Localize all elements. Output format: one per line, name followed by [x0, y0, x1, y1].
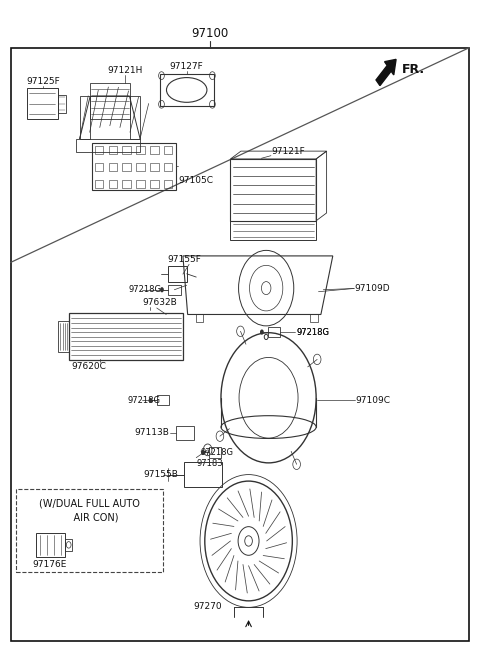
Text: FR.: FR. — [402, 63, 425, 75]
Text: 97218G: 97218G — [127, 396, 160, 405]
Bar — [122, 163, 131, 171]
Text: 97218G: 97218G — [201, 448, 234, 457]
Text: 97183: 97183 — [196, 459, 223, 468]
Bar — [122, 179, 131, 187]
Text: 97155F: 97155F — [168, 255, 202, 265]
Text: 97100: 97100 — [191, 27, 228, 40]
Text: 97218G: 97218G — [128, 285, 161, 294]
Text: 97270: 97270 — [193, 602, 222, 611]
Bar — [136, 179, 145, 187]
Bar — [108, 146, 117, 154]
Circle shape — [260, 329, 264, 335]
Circle shape — [160, 287, 164, 292]
Text: 97105C: 97105C — [178, 176, 213, 185]
Bar — [122, 146, 131, 154]
Bar — [136, 163, 145, 171]
Bar — [164, 146, 172, 154]
Bar — [95, 146, 103, 154]
Text: 97176E: 97176E — [33, 560, 67, 569]
Circle shape — [201, 450, 205, 455]
FancyArrow shape — [376, 60, 396, 86]
Bar — [95, 179, 103, 187]
Text: 97121H: 97121H — [107, 66, 143, 75]
Text: 97109D: 97109D — [354, 284, 390, 293]
Text: 97121F: 97121F — [271, 147, 305, 156]
Text: 97127F: 97127F — [170, 62, 204, 71]
Bar — [164, 179, 172, 187]
Bar — [164, 163, 172, 171]
Text: 97113B: 97113B — [135, 428, 169, 438]
Text: 97125F: 97125F — [27, 77, 60, 86]
Bar — [136, 146, 145, 154]
Bar — [150, 179, 158, 187]
Text: 97109C: 97109C — [355, 396, 390, 405]
Text: (W/DUAL FULL AUTO
    AIR CON): (W/DUAL FULL AUTO AIR CON) — [39, 498, 140, 522]
Bar — [108, 163, 117, 171]
Text: 97155B: 97155B — [144, 470, 178, 479]
Bar — [150, 146, 158, 154]
Bar — [108, 179, 117, 187]
Text: 97218G: 97218G — [296, 328, 329, 337]
Text: 97632B: 97632B — [143, 297, 177, 307]
Text: 97218G: 97218G — [296, 328, 329, 337]
Text: 97620C: 97620C — [71, 362, 106, 371]
Circle shape — [149, 398, 153, 403]
Bar — [150, 163, 158, 171]
Bar — [95, 163, 103, 171]
